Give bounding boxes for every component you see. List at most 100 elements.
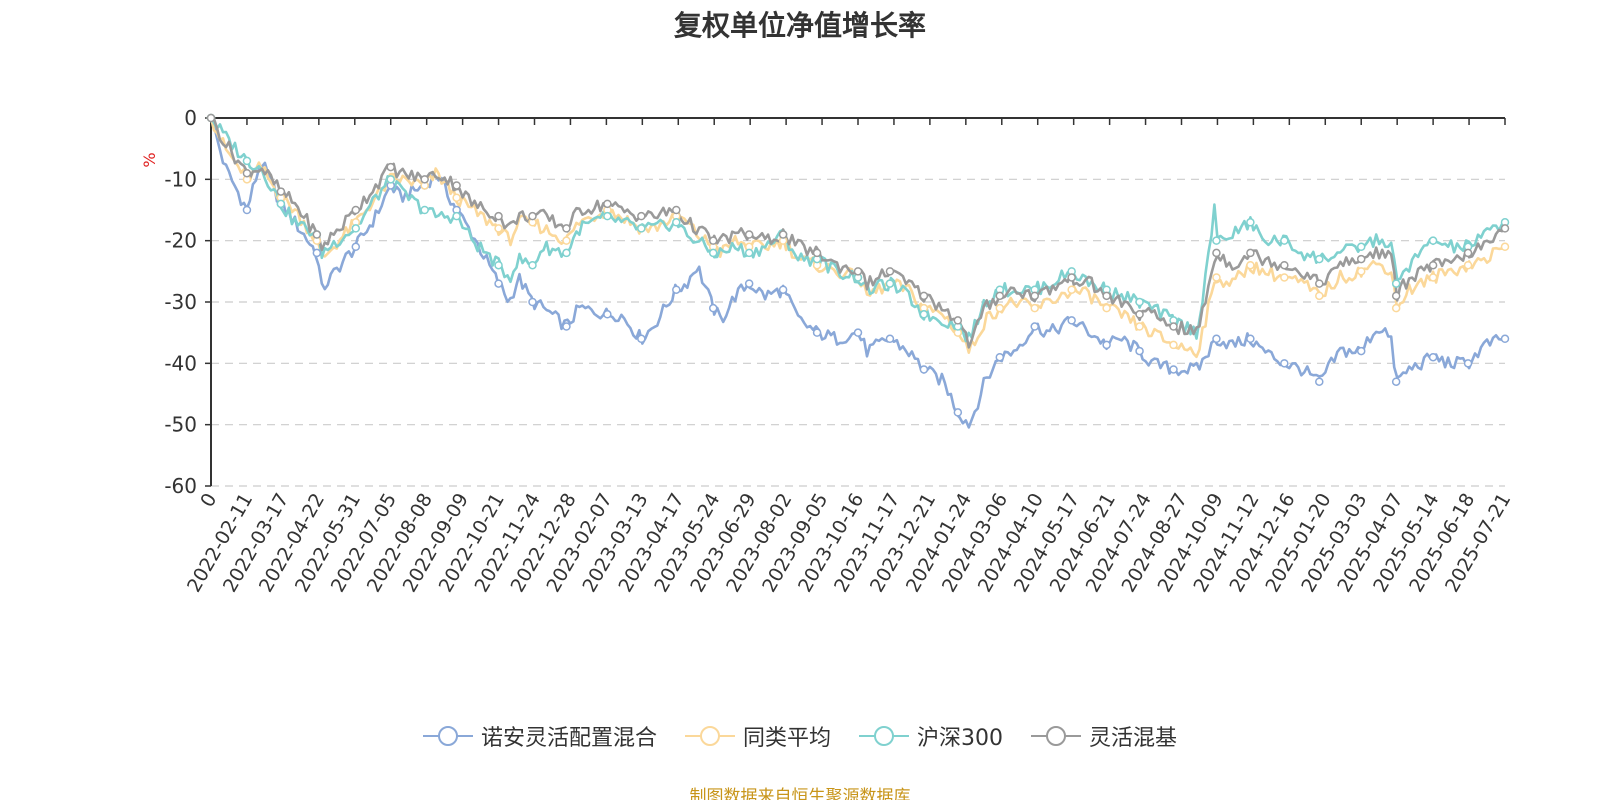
series-point: [1280, 236, 1289, 245]
series-point: [1500, 334, 1510, 344]
y-tick-label: -30: [164, 290, 197, 314]
series-point: [1500, 242, 1510, 252]
legend-item-2[interactable]: 沪深300: [859, 720, 1003, 752]
series-point: [885, 334, 895, 344]
series-point: [1135, 346, 1144, 356]
series-point: [528, 260, 537, 270]
y-tick-label: 0: [184, 106, 197, 130]
series-point: [351, 242, 361, 252]
series-point: [494, 260, 503, 270]
series-point: [1067, 273, 1076, 282]
series-point: [1428, 236, 1438, 245]
series-point: [242, 156, 252, 166]
series-point: [1356, 254, 1366, 264]
legend-line-circle-icon: [859, 726, 909, 746]
series-point: [206, 113, 216, 123]
series-point: [452, 181, 461, 190]
series-point: [953, 316, 963, 325]
series-point: [351, 205, 361, 215]
y-tick-label: -50: [164, 413, 197, 437]
series-line-2: [209, 117, 1506, 343]
series-point: [562, 224, 571, 233]
series-point: [812, 328, 822, 337]
series-point: [672, 285, 681, 294]
series-point: [1212, 236, 1221, 245]
y-axis-label: %: [140, 152, 159, 167]
series-markers: [206, 113, 1510, 417]
legend-item-1[interactable]: 同类平均: [684, 720, 831, 752]
y-tick-label: -60: [164, 474, 197, 498]
series-point: [778, 285, 788, 294]
series-point: [1463, 248, 1473, 258]
series-point: [494, 211, 503, 221]
series-point: [1212, 334, 1221, 344]
series-point: [1356, 242, 1366, 252]
series-point: [708, 303, 718, 313]
legend-label: 沪深300: [917, 726, 1003, 751]
legend-label: 灵活混基: [1089, 726, 1178, 751]
series-point: [637, 211, 646, 221]
series-point: [637, 334, 646, 344]
series-point: [1102, 340, 1111, 350]
legend-item-3[interactable]: 灵活混基: [1031, 720, 1177, 752]
series-point: [1500, 224, 1510, 233]
series-point: [1391, 291, 1401, 301]
series-point: [637, 224, 646, 233]
series-point: [1067, 285, 1076, 294]
series-point: [1356, 346, 1366, 356]
series-point: [1280, 359, 1289, 368]
series-point: [953, 408, 963, 417]
series-point: [1030, 322, 1039, 331]
series-point: [1315, 377, 1324, 386]
series-point: [1135, 310, 1144, 319]
series-point: [494, 279, 503, 288]
series-point: [420, 175, 429, 184]
series-point: [1315, 291, 1324, 301]
legend-item-0[interactable]: 诺安灵活配置混合: [422, 720, 657, 752]
series-point: [1212, 273, 1221, 282]
series-point: [386, 162, 395, 172]
series-point: [1246, 218, 1255, 227]
series-point: [1463, 359, 1473, 368]
series-point: [603, 199, 612, 209]
series-point: [744, 279, 754, 288]
series-point: [995, 352, 1005, 362]
series-point: [1135, 322, 1144, 331]
series-point: [1169, 340, 1178, 350]
series-point: [1428, 352, 1438, 362]
series-point: [1030, 291, 1039, 301]
series-point: [995, 291, 1005, 301]
series-point: [672, 218, 681, 227]
legend-line-circle-icon: [1031, 726, 1081, 746]
series-point: [919, 365, 929, 374]
series-point: [1102, 303, 1111, 313]
legend: 诺安灵活配置混合 同类平均 沪深300 灵活混基: [0, 720, 1600, 752]
series-point: [603, 310, 612, 319]
legend-label: 诺安灵活配置混合: [480, 726, 657, 751]
legend-line-circle-icon: [684, 726, 735, 746]
series-point: [276, 187, 286, 196]
series-point: [1102, 291, 1111, 301]
series-point: [1463, 260, 1473, 270]
series-point: [528, 211, 537, 221]
series-point: [708, 236, 718, 245]
series-point: [853, 328, 863, 337]
series-point: [1246, 334, 1255, 344]
series-point: [312, 248, 322, 258]
series-point: [708, 248, 718, 258]
series-point: [919, 291, 929, 301]
y-tick-label: -40: [164, 351, 197, 375]
series-point: [919, 310, 929, 319]
series-point: [885, 279, 895, 288]
series-point: [672, 205, 681, 215]
series-point: [1428, 273, 1438, 282]
series-point: [1356, 267, 1366, 276]
series-point: [603, 211, 612, 221]
series-point: [744, 230, 754, 239]
series-point: [1246, 248, 1255, 258]
series-point: [420, 205, 429, 215]
series-point: [1135, 297, 1144, 307]
series-point: [778, 230, 788, 239]
series-point: [1067, 316, 1076, 325]
series-point: [528, 297, 537, 307]
